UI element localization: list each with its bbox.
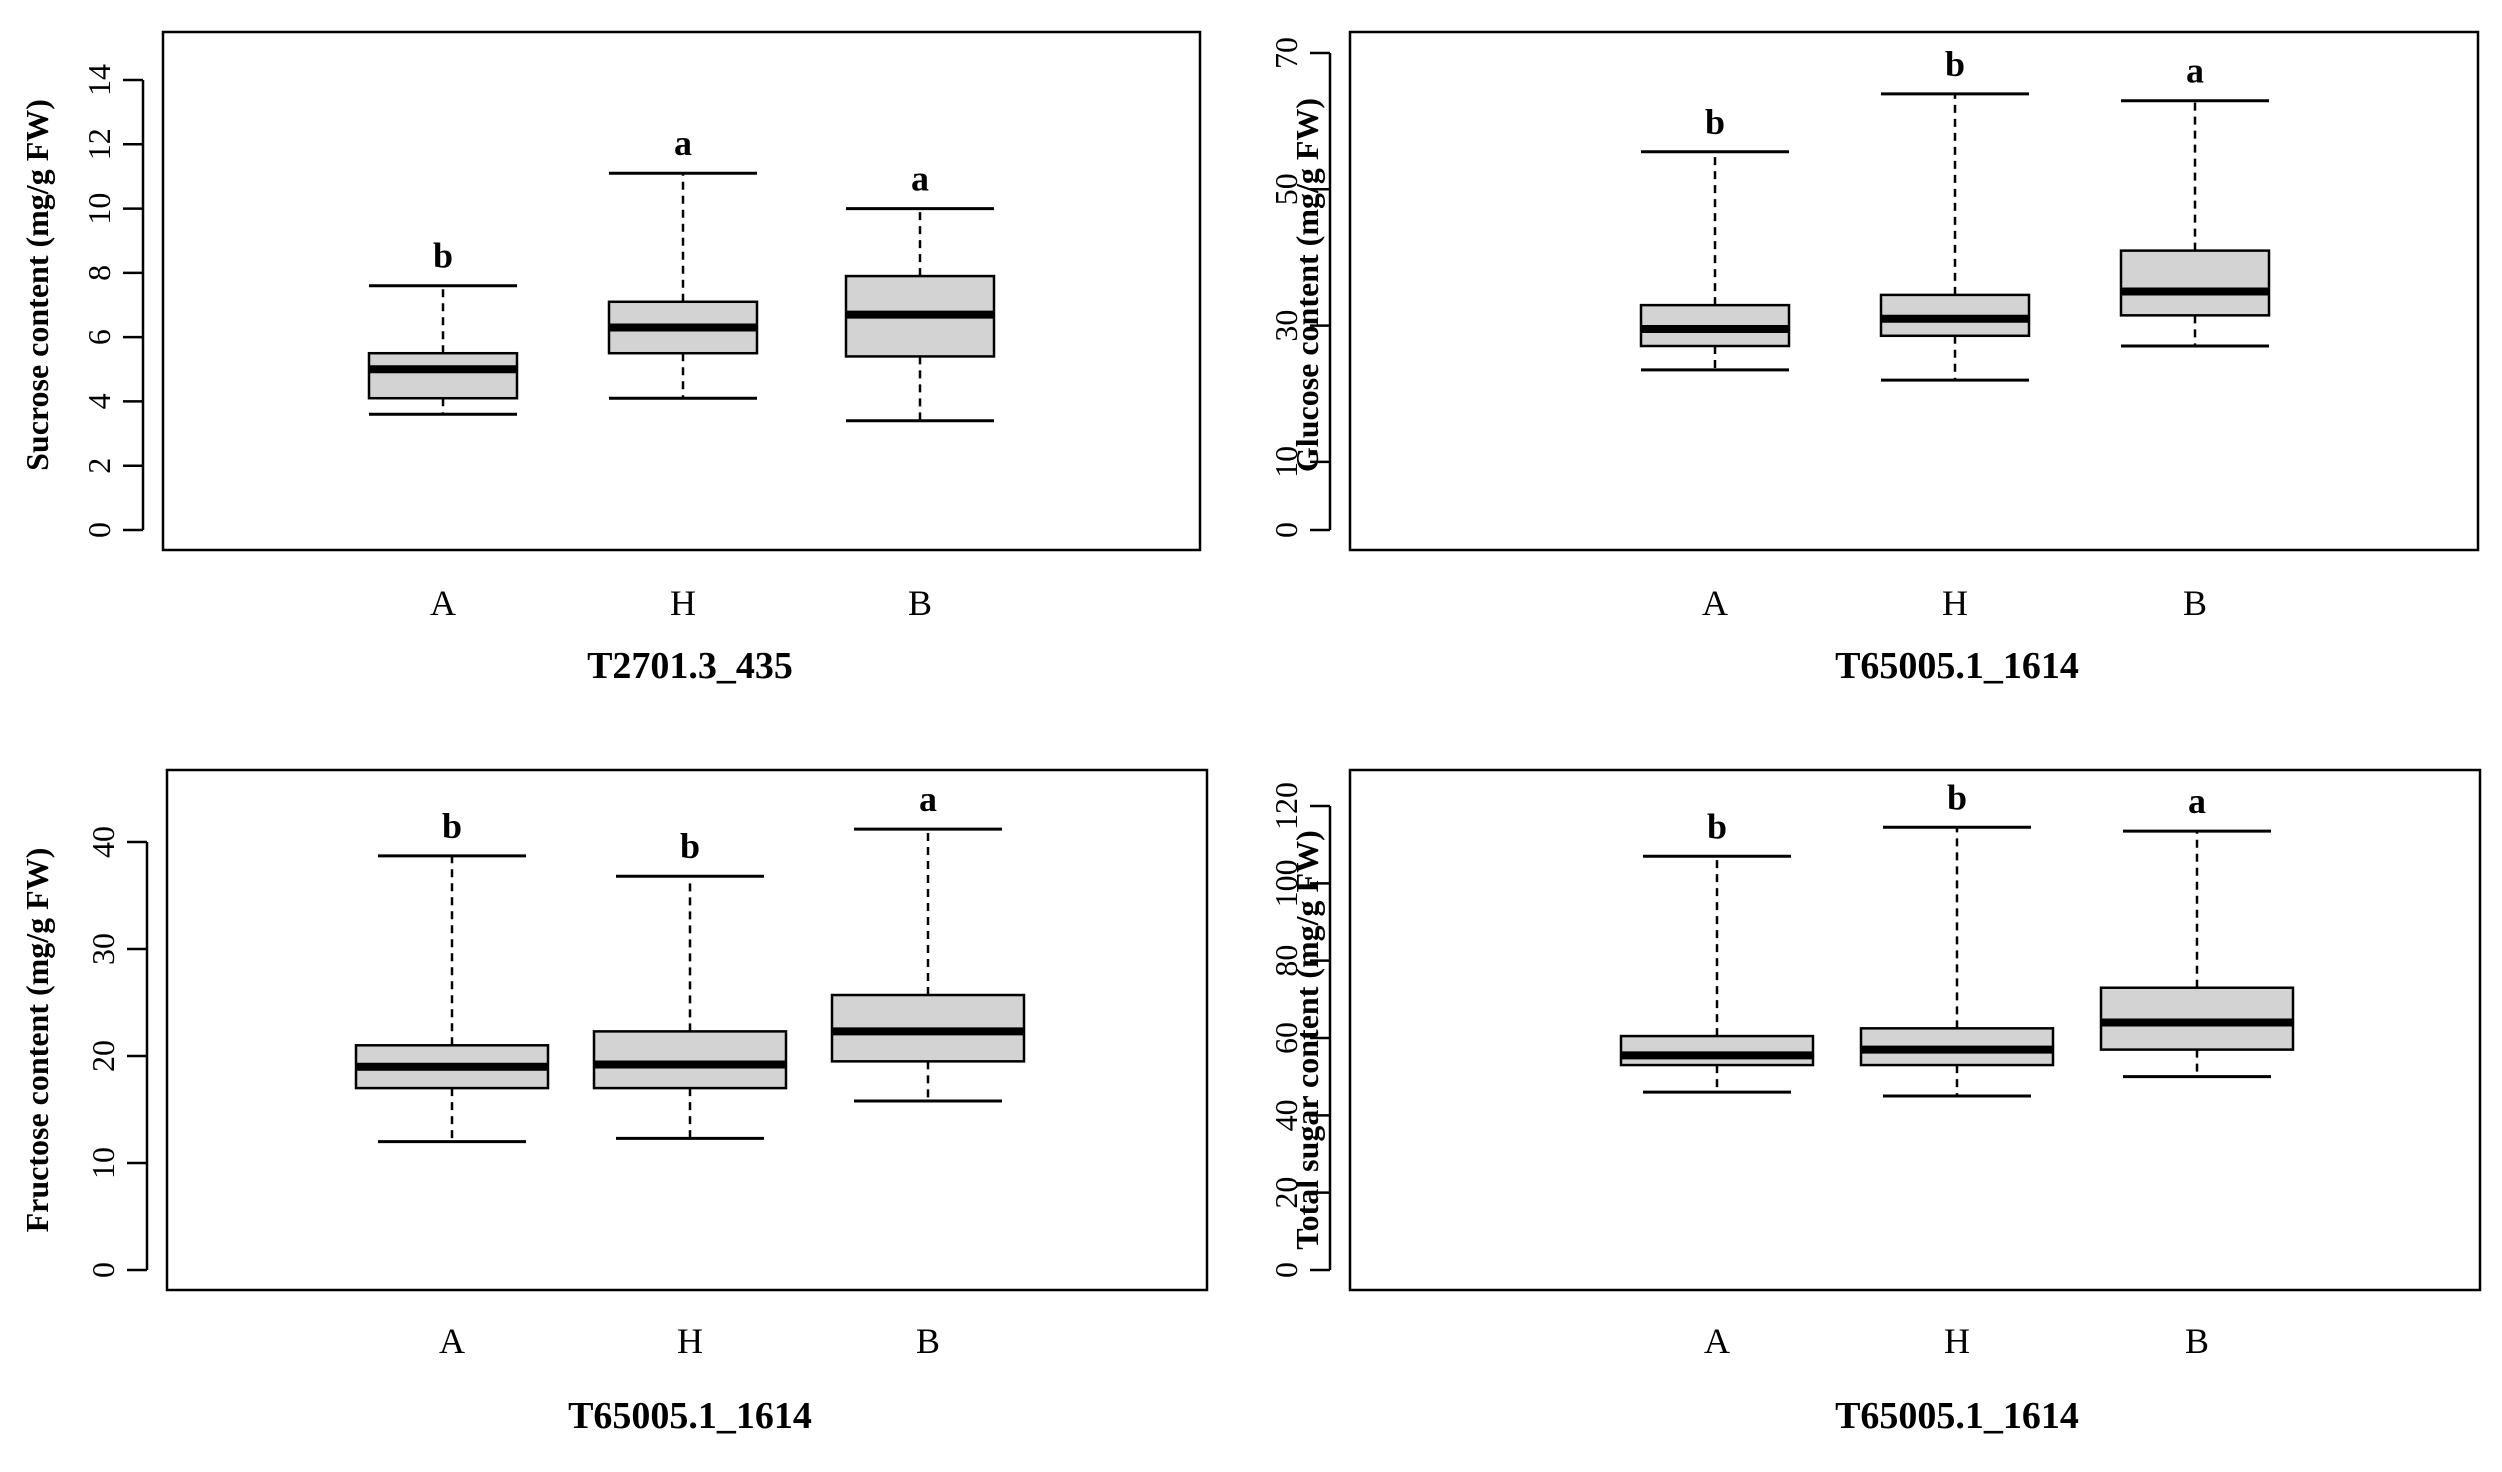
box-H: a: [607, 123, 759, 400]
x-tick-label: A: [1702, 583, 1728, 623]
box-A: b: [1639, 102, 1791, 372]
y-tick-label: 0: [1268, 1262, 1304, 1278]
x-tick-label: B: [908, 583, 932, 623]
y-tick-label: 0: [1268, 522, 1304, 538]
y-tick-label: 50: [1268, 173, 1304, 205]
y-tick-label: 10: [85, 1147, 121, 1179]
y-tick-label: 30: [1268, 310, 1304, 342]
x-axis-title: T2701.3_435: [587, 645, 793, 687]
plot-frame: [1348, 768, 2482, 1292]
x-tick-label: B: [2185, 1321, 2209, 1361]
box-B: a: [2119, 51, 2271, 348]
y-tick-label: 40: [85, 826, 121, 858]
iqr-box: [2119, 249, 2271, 317]
panels: 0 2 4 6 8 10 12 14 Sucrose content (mg/g FW) A H B T…: [19, 30, 2482, 1437]
y-tick-label: 14: [81, 64, 117, 96]
y-tick-label: 40: [1268, 1099, 1304, 1131]
panel-bottom-left: 0 10 20 30 40 Fructose content (mg/g FW) A H B T6…: [19, 768, 1209, 1437]
box-A: b: [1619, 806, 1815, 1094]
iqr-box: [367, 351, 519, 400]
box-H: b: [1879, 44, 2031, 382]
x-tick-label: A: [430, 583, 456, 623]
x-axis-title: T65005.1_1614: [568, 1395, 812, 1437]
significance-letter: b: [1947, 777, 1967, 817]
significance-letter: a: [919, 779, 937, 819]
x-tick-label: H: [677, 1321, 703, 1361]
significance-letter: b: [1945, 44, 1965, 84]
significance-letter: a: [2188, 781, 2206, 821]
x-tick-label: H: [670, 583, 696, 623]
y-tick-label: 0: [85, 1262, 121, 1278]
box-H: b: [1859, 777, 2055, 1098]
panel-top-left: 0 2 4 6 8 10 12 14 Sucrose content (mg/g FW) A H B T…: [19, 30, 1202, 687]
y-tick-label: 20: [1268, 1177, 1304, 1209]
y-tick-label: 10: [1268, 446, 1304, 478]
x-tick-label: B: [2183, 583, 2207, 623]
plot-frame: [165, 768, 1209, 1292]
box-A: b: [367, 236, 519, 416]
y-axis-title: Fructose content (mg/g FW): [19, 848, 55, 1233]
x-tick-label: H: [1942, 583, 1968, 623]
y-tick-label: 10: [81, 193, 117, 225]
x-tick-label: H: [1944, 1321, 1970, 1361]
x-axis-title: T65005.1_1614: [1835, 645, 2079, 687]
significance-letter: b: [442, 806, 462, 846]
y-tick-label: 80: [1268, 945, 1304, 977]
y-tick-label: 8: [81, 265, 117, 281]
significance-letter: a: [911, 159, 929, 199]
box-B: a: [2099, 781, 2295, 1079]
x-tick-label: A: [439, 1321, 465, 1361]
y-tick-label: 100: [1268, 859, 1304, 907]
y-tick-label: 2: [81, 458, 117, 474]
y-tick-label: 0: [81, 522, 117, 538]
iqr-box: [1619, 1034, 1815, 1067]
significance-letter: a: [2186, 51, 2204, 91]
y-tick-label: 120: [1268, 782, 1304, 830]
significance-letter: b: [1705, 102, 1725, 142]
significance-letter: b: [433, 236, 453, 276]
x-axis-title: T65005.1_1614: [1835, 1395, 2079, 1437]
y-tick-label: 4: [81, 393, 117, 409]
box-H: b: [592, 826, 788, 1140]
panel-top-right: 0 10 30 50 70 Glucose content (mg/g FW) A H B T65…: [1268, 30, 2480, 687]
plot-frame: [161, 30, 1202, 552]
y-tick-label: 12: [81, 128, 117, 160]
y-axis-title: Total sugar content (mg/g FW): [1289, 830, 1325, 1250]
x-tick-label: A: [1704, 1321, 1730, 1361]
y-tick-label: 60: [1268, 1022, 1304, 1054]
y-tick-label: 6: [81, 329, 117, 345]
y-tick-label: 30: [85, 933, 121, 965]
y-axis-title: Sucrose content (mg/g FW): [19, 99, 55, 471]
y-tick-label: 70: [1268, 37, 1304, 69]
plot-frame: [1348, 30, 2480, 552]
y-axis-title: Glucose content (mg/g FW): [1289, 98, 1325, 472]
significance-letter: a: [674, 123, 692, 163]
iqr-box: [592, 1030, 788, 1090]
box-A: b: [354, 806, 550, 1144]
significance-letter: b: [680, 826, 700, 866]
box-B: a: [844, 159, 996, 423]
box-B: a: [830, 779, 1026, 1103]
x-tick-label: B: [916, 1321, 940, 1361]
y-tick-label: 20: [85, 1040, 121, 1072]
significance-letter: b: [1707, 806, 1727, 846]
